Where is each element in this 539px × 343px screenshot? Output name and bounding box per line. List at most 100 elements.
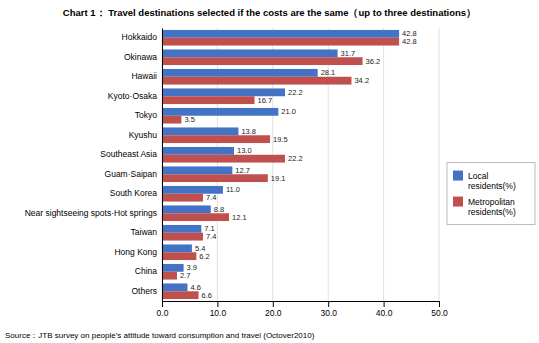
tick-label: Guam·Saipan <box>105 169 158 179</box>
bar <box>162 77 351 85</box>
tick: Hawaii <box>131 71 162 81</box>
bar <box>162 233 203 241</box>
data-label: 21.0 <box>281 107 296 116</box>
axis-domain <box>162 29 163 302</box>
tick-label: Near sightseeing spots·Hot springs <box>25 208 157 218</box>
tick-label: 50.0 <box>431 308 448 318</box>
tick-label: China <box>135 266 157 276</box>
tick-label: Taiwan <box>131 227 158 237</box>
data-label: 8.8 <box>214 205 224 214</box>
tick: Tokyo <box>135 110 162 120</box>
tick: Hokkaido <box>122 32 162 42</box>
tick-label: Others <box>131 286 157 296</box>
grid-line <box>217 28 218 301</box>
tick: Taiwan <box>131 227 162 237</box>
data-label: 12.1 <box>232 213 247 222</box>
data-label: 13.8 <box>241 127 256 136</box>
bar <box>162 283 187 291</box>
data-label: 7.4 <box>206 193 216 202</box>
bar <box>162 252 196 260</box>
tick: 30.0 <box>320 301 337 318</box>
grid-line <box>162 28 163 301</box>
bar <box>162 147 234 155</box>
bar <box>162 127 238 135</box>
bar <box>162 108 278 116</box>
bar <box>162 30 399 38</box>
data-label: 3.5 <box>184 115 194 124</box>
tick-label: 0.0 <box>157 308 169 318</box>
data-label: 11.0 <box>226 185 240 194</box>
grid-line <box>439 28 440 301</box>
bar <box>162 205 211 213</box>
tick: Southeast Asia <box>100 149 162 159</box>
bar <box>162 174 268 182</box>
tick-label: Kyushu <box>129 130 158 140</box>
data-label: 13.0 <box>237 146 252 155</box>
tick-label: 40.0 <box>376 308 393 318</box>
bar <box>162 155 285 163</box>
bar <box>162 57 363 65</box>
data-label: 28.1 <box>321 68 336 77</box>
data-label: 31.7 <box>341 49 356 58</box>
legend-frame <box>447 163 535 225</box>
x-axis: 0.0 10.0 20.0 30.0 40.0 50.0 <box>157 301 448 318</box>
legend-label: Localresidents(%) <box>468 171 516 191</box>
legend-swatch <box>453 197 463 207</box>
tick-label: Kyoto·Osaka <box>108 91 157 101</box>
tick-mark <box>439 301 440 307</box>
data-label: 36.2 <box>366 57 381 66</box>
bar <box>162 135 270 143</box>
bar <box>162 291 199 299</box>
tick-mark <box>273 301 274 307</box>
bar <box>162 38 399 46</box>
data-label: 16.7 <box>258 96 273 105</box>
data-label: 6.2 <box>199 252 209 261</box>
tick-mark <box>384 301 385 307</box>
legend-label: Metropolitanresidents(%) <box>468 197 516 217</box>
tick-label: Hawaii <box>131 71 157 81</box>
data-label: 22.2 <box>288 88 303 97</box>
grid-line <box>272 28 273 301</box>
tick-label: 30.0 <box>320 308 337 318</box>
y-axis: Hokkaido Okinawa Hawaii Kyoto·Osaka Tokyo Kyu… <box>25 29 163 302</box>
grid-line <box>383 28 384 301</box>
bar <box>162 194 203 202</box>
tick-label: 20.0 <box>265 308 282 318</box>
tick-label: Tokyo <box>135 110 157 120</box>
bars <box>162 30 399 299</box>
tick-label: 10.0 <box>210 308 227 318</box>
annotation: Source：JTB survey on people’s attitude t… <box>5 331 315 340</box>
bar <box>162 96 255 104</box>
tick: Hong Kong <box>114 247 162 257</box>
tick: Kyushu <box>129 130 162 140</box>
tick: Kyoto·Osaka <box>108 91 162 101</box>
chart: Chart 1： Travel destinations selected if… <box>0 0 539 343</box>
data-label: 7.4 <box>206 232 216 241</box>
data-label: 12.7 <box>235 166 250 175</box>
tick-mark <box>328 301 329 307</box>
legend-swatch <box>453 171 463 181</box>
bar <box>162 116 181 124</box>
tick-mark <box>217 301 218 307</box>
data-label: 2.7 <box>180 271 190 280</box>
tick-label: South Korea <box>110 188 158 198</box>
bar <box>162 166 232 174</box>
tick-label: Okinawa <box>124 52 157 62</box>
axis-domain <box>163 302 440 308</box>
tick-label: Hong Kong <box>114 247 157 257</box>
data-labels: 4.63.95.47.18.811.012.713.013.821.022.22… <box>180 29 417 299</box>
data-label: 42.8 <box>402 37 417 46</box>
data-label: 34.2 <box>354 76 369 85</box>
bar <box>162 213 229 221</box>
tick: Others <box>131 286 162 296</box>
grid <box>162 28 439 301</box>
tick: China <box>135 266 162 276</box>
data-label: 19.5 <box>273 135 288 144</box>
tick-mark <box>162 301 163 307</box>
plot: 4.63.95.47.18.811.012.713.013.821.022.22… <box>25 28 448 318</box>
tick: Okinawa <box>124 52 162 62</box>
data-label: 6.6 <box>202 291 212 300</box>
bar <box>162 225 201 233</box>
bar <box>162 69 318 77</box>
data-label: 22.2 <box>288 154 303 163</box>
